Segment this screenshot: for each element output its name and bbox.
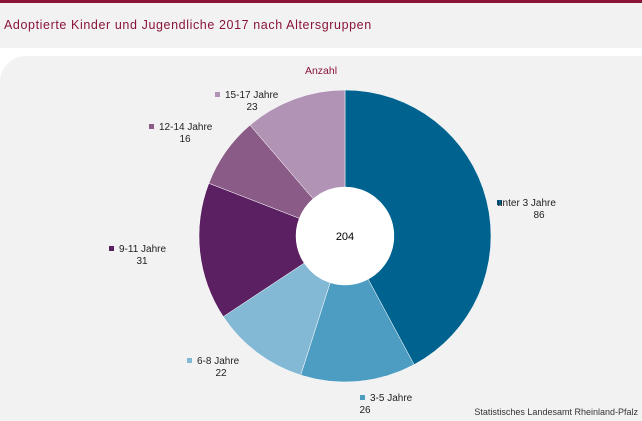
top-accent-rule [0,0,642,3]
legend-marker-6-8-jahre [187,358,192,363]
source-credit: Statistisches Landesamt Rheinland-Pfalz [474,407,638,417]
legend-marker-9-11-jahre [109,246,114,251]
legend-marker-3-5-jahre [360,395,365,400]
slice-label-3-5-jahre: 3-5 Jahre [370,393,413,404]
slice-label-12-14-jahre: 12-14 Jahre [159,122,213,133]
page-title: Adoptierte Kinder und Jugendliche 2017 n… [4,18,372,32]
chart-title: Anzahl [305,65,337,77]
header-bar: Adoptierte Kinder und Jugendliche 2017 n… [0,3,642,48]
legend-marker-15-17-jahre [215,92,220,97]
legend-marker-unter-3-jahre [497,200,502,205]
slice-value-unter-3-jahre: 86 [533,210,545,221]
slice-value-9-11-jahre: 31 [136,256,148,267]
slice-label-6-8-jahre: 6-8 Jahre [197,356,240,367]
legend-marker-12-14-jahre [149,124,154,129]
slice-label-unter-3-jahre: unter 3 Jahre [497,198,556,209]
slice-value-3-5-jahre: 26 [359,405,371,416]
donut-hole [296,187,394,285]
slice-value-6-8-jahre: 22 [215,368,227,379]
slice-label-9-11-jahre: 9-11 Jahre [119,244,167,255]
slice-value-12-14-jahre: 16 [179,134,191,145]
slice-value-15-17-jahre: 23 [246,102,258,113]
slice-label-15-17-jahre: 15-17 Jahre [225,90,279,101]
donut-center-total: 204 [336,231,354,243]
